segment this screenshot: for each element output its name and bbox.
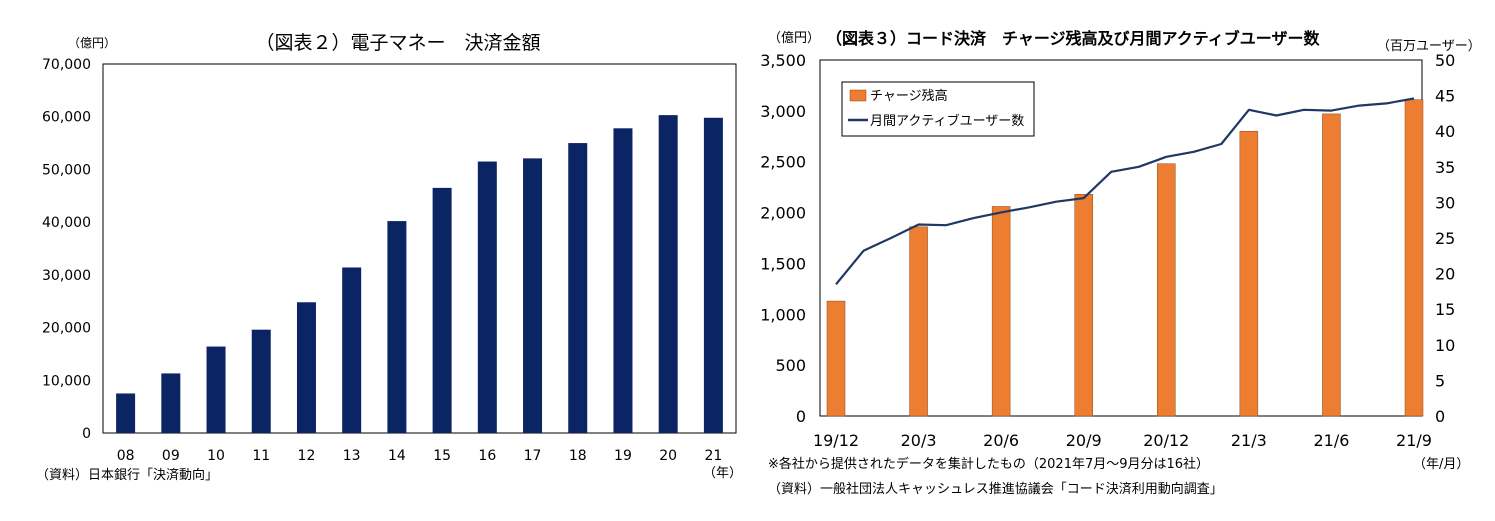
chart1-y-tick-label: 30,000 bbox=[42, 268, 91, 284]
chart1-x-tick-label: 19 bbox=[614, 448, 632, 464]
chart2-bar bbox=[1322, 113, 1341, 417]
legend-label-users: 月間アクティブユーザー数 bbox=[870, 113, 1024, 129]
chart2-right-tick-label: 40 bbox=[1435, 122, 1455, 141]
chart1-bar bbox=[658, 115, 678, 433]
chart1-bar bbox=[251, 329, 271, 433]
chart1-x-tick-label: 12 bbox=[298, 448, 316, 464]
chart1-y-tick-label: 40,000 bbox=[42, 215, 91, 231]
chart2-users-line bbox=[835, 97, 1415, 285]
chart1-x-tick-label: 17 bbox=[524, 448, 542, 464]
chart2-right-unit-label: （百万ユーザー） bbox=[1377, 39, 1481, 54]
chart1-x-tick-label: 18 bbox=[569, 448, 587, 464]
chart2-bar bbox=[1074, 194, 1093, 417]
chart1-x-tick-label: 09 bbox=[162, 448, 180, 464]
chart1-bar bbox=[568, 143, 588, 434]
chart1-y-tick-label: 60,000 bbox=[42, 110, 91, 126]
chart2-x-tick-label: 20/6 bbox=[983, 431, 1019, 450]
chart1-bar bbox=[703, 117, 723, 434]
chart1-x-tick-label: 08 bbox=[117, 448, 135, 464]
chart1-title: （図表２）電子マネー 決済金額 bbox=[255, 32, 540, 54]
chart1-bar bbox=[523, 158, 543, 433]
chart2-x-tick-label: 20/3 bbox=[901, 431, 937, 450]
chart1-x-unit-label: （年） bbox=[703, 466, 742, 481]
chart1-x-tick-label: 21 bbox=[704, 448, 722, 464]
chart1-unit-label: （億円） bbox=[68, 36, 116, 50]
chart2-x-tick-label: 21/6 bbox=[1313, 431, 1349, 450]
chart1-bar bbox=[342, 267, 362, 433]
chart2-right-tick-label: 0 bbox=[1435, 407, 1445, 426]
chart2-bar bbox=[1157, 163, 1176, 417]
chart2-left-unit-label: （億円） bbox=[768, 30, 820, 46]
chart2-right-tick-label: 50 bbox=[1435, 51, 1455, 70]
chart2-left-tick-label: 3,500 bbox=[760, 51, 806, 70]
chart2-x-tick-label: 19/12 bbox=[813, 431, 859, 450]
chart1-x-tick-label: 14 bbox=[388, 448, 406, 464]
chart1-bar bbox=[116, 393, 136, 433]
chart2-bar bbox=[826, 300, 846, 417]
chart2-right-tick-label: 5 bbox=[1435, 371, 1445, 390]
chart2-left-tick-label: 2,500 bbox=[760, 153, 806, 172]
chart2-note: ※各社から提供されたデータを集計したもの（2021年7月～9月分は16社） bbox=[768, 456, 1209, 472]
legend-swatch-charge bbox=[849, 89, 867, 102]
chart2-left-tick-label: 3,000 bbox=[760, 102, 806, 121]
chart1-x-tick-label: 13 bbox=[343, 448, 361, 464]
chart1-source: （資料）日本銀行「決済動向」 bbox=[36, 467, 218, 483]
chart1-bar bbox=[613, 128, 633, 433]
chart1-y-tick-label: 10,000 bbox=[42, 373, 91, 389]
chart2-title: （図表３）コード決済 チャージ残高及び月間アクティブユーザー数 bbox=[826, 29, 1320, 48]
chart2-right-tick-label: 20 bbox=[1435, 265, 1455, 284]
chart2-x-tick-label: 20/9 bbox=[1066, 431, 1102, 450]
chart2-source: （資料）一般社団法人キャッシュレス推進協議会「コード決済利用動向調査」 bbox=[768, 481, 1223, 497]
chart1-bar bbox=[206, 346, 226, 433]
chart2-left-tick-label: 1,500 bbox=[760, 254, 806, 273]
chart2-left-tick-label: 500 bbox=[775, 356, 806, 375]
chart2-right-tick-label: 35 bbox=[1435, 158, 1455, 177]
chart1-y-tick-label: 0 bbox=[82, 426, 91, 442]
chart1-plot-area bbox=[102, 63, 737, 434]
chart1-y-tick-label: 20,000 bbox=[42, 321, 91, 337]
chart1-x-tick-label: 16 bbox=[478, 448, 496, 464]
chart2-left-tick-label: 0 bbox=[796, 407, 806, 426]
chart2-left-tick-label: 2,000 bbox=[760, 204, 806, 223]
chart1-bar bbox=[296, 302, 316, 433]
chart2-x-unit-label: （年/月） bbox=[1413, 457, 1469, 472]
chart2-bar bbox=[1239, 130, 1259, 417]
chart1-bar bbox=[161, 373, 181, 433]
chart1-x-tick-label: 20 bbox=[659, 448, 677, 464]
chart1-x-tick-label: 15 bbox=[433, 448, 451, 464]
legend-label-charge: チャージ残高 bbox=[870, 88, 948, 104]
chart1-y-tick-label: 70,000 bbox=[42, 57, 91, 73]
chart2-bar bbox=[991, 206, 1011, 417]
chart2-right-tick-label: 10 bbox=[1435, 336, 1455, 355]
chart1-bar bbox=[477, 161, 497, 433]
chart2-bar bbox=[1404, 99, 1424, 417]
chart2-right-tick-label: 45 bbox=[1435, 87, 1455, 106]
chart2-x-tick-label: 21/3 bbox=[1231, 431, 1267, 450]
chart2-bar bbox=[909, 226, 928, 417]
chart2-x-tick-label: 20/12 bbox=[1143, 431, 1189, 450]
chart1-x-tick-label: 11 bbox=[252, 448, 270, 464]
chart2-right-tick-label: 30 bbox=[1435, 193, 1455, 212]
chart2-right-tick-label: 15 bbox=[1435, 300, 1455, 319]
chart1-y-tick-label: 50,000 bbox=[42, 162, 91, 178]
chart1-bar bbox=[387, 221, 407, 433]
chart1-x-tick-label: 10 bbox=[207, 448, 225, 464]
chart2-x-tick-label: 21/9 bbox=[1396, 431, 1432, 450]
chart2-right-tick-label: 25 bbox=[1435, 229, 1455, 248]
legend-box bbox=[841, 81, 1035, 137]
chart2-left-tick-label: 1,000 bbox=[760, 305, 806, 324]
chart1-bar bbox=[432, 187, 452, 433]
